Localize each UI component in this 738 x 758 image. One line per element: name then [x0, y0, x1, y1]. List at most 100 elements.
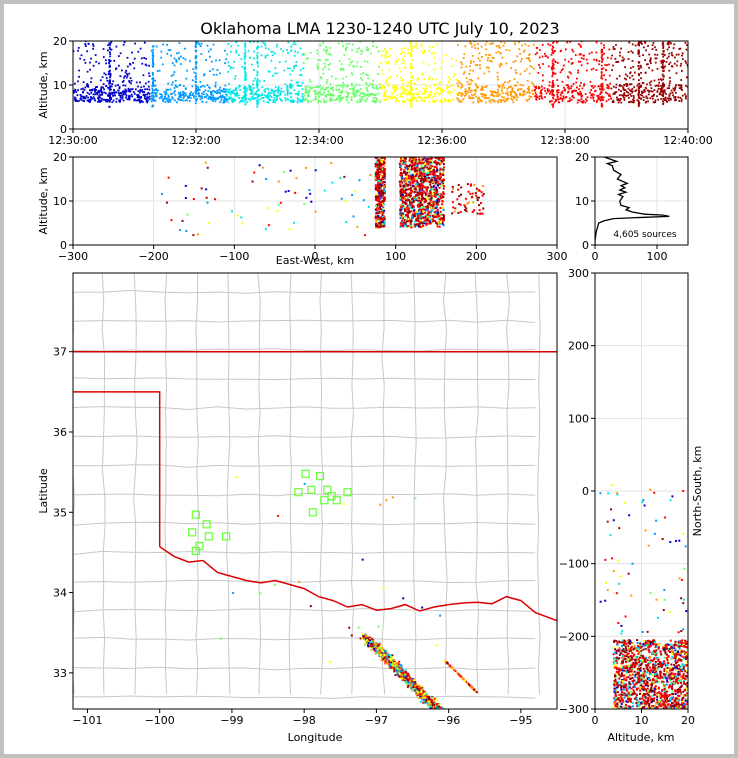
source-point	[571, 62, 574, 64]
source-point	[491, 56, 494, 59]
source-point	[460, 92, 462, 95]
source-point	[343, 175, 346, 178]
source-point	[442, 219, 445, 222]
source-point	[108, 66, 111, 69]
source-point	[302, 67, 305, 70]
source-point	[249, 89, 252, 92]
source-point	[155, 94, 157, 96]
source-point	[647, 100, 649, 103]
source-point	[277, 87, 280, 90]
source-point	[105, 77, 108, 79]
source-point	[382, 196, 385, 199]
source-point	[680, 84, 683, 87]
source-point	[396, 673, 399, 676]
source-point	[486, 59, 489, 62]
county-line	[73, 695, 536, 699]
source-point	[612, 85, 615, 88]
source-point	[600, 51, 603, 54]
source-point	[376, 212, 379, 215]
source-point	[264, 55, 267, 57]
source-point	[433, 191, 436, 194]
source-point	[179, 55, 182, 58]
source-point	[419, 684, 422, 687]
source-point	[578, 53, 581, 56]
source-point	[363, 95, 366, 97]
source-point	[129, 88, 132, 91]
source-point	[302, 62, 305, 64]
source-point	[561, 98, 564, 100]
source-point	[348, 42, 351, 45]
source-point	[519, 87, 521, 90]
county-line	[73, 406, 536, 411]
source-point	[393, 85, 396, 88]
source-point	[421, 192, 424, 195]
source-point	[345, 49, 347, 52]
source-point	[418, 193, 421, 196]
source-point	[645, 63, 648, 66]
source-point	[278, 61, 281, 64]
source-point	[228, 82, 230, 85]
source-point	[647, 44, 649, 47]
source-point	[404, 189, 407, 192]
source-point	[642, 91, 645, 94]
source-point	[369, 173, 372, 176]
source-point	[105, 85, 108, 88]
source-point	[432, 170, 435, 173]
source-point	[646, 97, 649, 100]
source-point	[455, 92, 458, 95]
source-point	[551, 103, 554, 106]
source-point	[430, 203, 433, 206]
source-point	[274, 67, 277, 70]
source-point	[423, 90, 426, 93]
source-point	[105, 98, 107, 101]
source-point	[463, 90, 466, 93]
source-point	[378, 195, 381, 198]
source-point	[427, 186, 430, 189]
source-point	[179, 63, 182, 65]
source-point	[152, 59, 154, 62]
source-point	[535, 94, 538, 96]
source-point	[589, 96, 592, 99]
source-point	[400, 214, 403, 217]
source-point	[225, 93, 227, 96]
source-point	[453, 88, 455, 91]
source-point	[525, 98, 528, 101]
source-point	[442, 187, 445, 190]
source-point	[244, 48, 246, 51]
source-point	[406, 674, 409, 677]
source-point	[489, 90, 492, 93]
source-point	[427, 157, 430, 159]
source-point	[376, 210, 379, 213]
source-point	[592, 96, 595, 98]
source-point	[375, 209, 378, 212]
source-point	[404, 191, 407, 194]
source-point	[87, 85, 90, 88]
source-point	[412, 198, 415, 201]
source-point	[195, 84, 197, 87]
source-point	[108, 88, 111, 91]
source-point	[297, 90, 300, 93]
source-point	[405, 92, 408, 95]
source-point	[513, 78, 516, 80]
source-point	[592, 87, 595, 89]
source-point	[294, 191, 297, 194]
source-point	[121, 81, 124, 83]
source-point	[638, 85, 640, 88]
source-point	[428, 187, 431, 190]
source-point	[401, 157, 404, 160]
source-point	[244, 88, 246, 90]
source-point	[245, 89, 248, 92]
source-point	[95, 89, 98, 91]
source-point	[189, 60, 191, 63]
source-point	[323, 100, 326, 103]
source-point	[668, 69, 671, 72]
source-point	[410, 210, 413, 213]
source-point	[256, 57, 259, 60]
source-point	[467, 201, 470, 204]
source-point	[152, 77, 155, 80]
source-point	[579, 93, 581, 96]
source-point	[551, 62, 554, 65]
source-point	[234, 89, 237, 92]
source-point	[249, 86, 252, 88]
source-point	[583, 84, 585, 87]
